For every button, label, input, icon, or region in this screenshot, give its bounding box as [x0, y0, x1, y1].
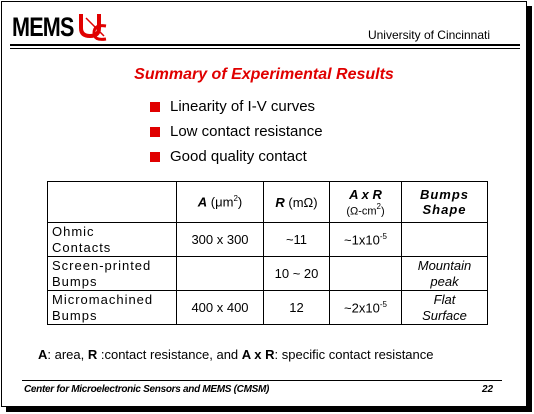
col-symbol: R [275, 194, 285, 210]
footnote-part: A [38, 347, 48, 362]
row-header: Ohmic [52, 223, 95, 239]
cell: R (mΩ) [263, 181, 330, 223]
col-unit: ) [237, 194, 243, 210]
header-rule [10, 48, 520, 49]
row-header: Bumps [52, 273, 98, 289]
col-symbol: A [197, 194, 208, 210]
cell [47, 181, 177, 223]
col-symbol: A x R [349, 186, 382, 202]
slide: MEMS University of Cincinnati Summary of… [1, 1, 527, 407]
cell: A x R (Ω-cm2) [329, 181, 402, 223]
col-unit: 2 [376, 201, 381, 211]
footnote-part: R [87, 347, 98, 362]
cell: ~2x10-5 [329, 290, 402, 325]
slide-title: Summary of Experimental Results [134, 66, 394, 83]
footer-text: Center for Microelectronic Sensors and M… [24, 384, 270, 395]
col-unit: (μm [210, 194, 234, 210]
col-header: Bumps [419, 187, 470, 202]
cell-text: ~2x10 [344, 300, 380, 316]
bullet-text: Low contact resistance [170, 123, 323, 140]
cell: ~1x10-5 [329, 222, 402, 257]
col-unit: 2 [233, 194, 238, 204]
row-header: Bumps [52, 307, 98, 323]
cell: Ohmic Contacts [47, 222, 177, 257]
footnote-part: A x R [241, 347, 275, 362]
cell [401, 222, 488, 257]
cell: 10 ~ 20 [263, 256, 330, 291]
footnote-part: : area, [47, 347, 88, 362]
cell: A (μm2) [176, 181, 264, 223]
cell: Micromachined Bumps [47, 290, 177, 325]
bullet: Good quality contact [150, 148, 307, 165]
footnote-part: :contact resistance, and [97, 347, 242, 362]
cell: Screen-printed Bumps [47, 256, 177, 291]
header-rule [10, 44, 520, 46]
cell-text: Flat [433, 291, 456, 307]
cell: Bumps Shape [401, 181, 488, 223]
cell-text: -5 [379, 231, 387, 241]
cell: 300 x 300 [176, 222, 264, 257]
cell: 12 [263, 290, 330, 325]
cell-text: ~1x10 [344, 232, 380, 248]
cell-text: peak [430, 273, 459, 289]
col-unit: (Ω-cm [346, 205, 377, 218]
bullet-text: Good quality contact [170, 148, 307, 165]
cell: Flat Surface [401, 290, 488, 325]
cell-text: -5 [379, 299, 387, 309]
row-header: Screen-printed [52, 257, 152, 273]
col-header: Shape [422, 202, 467, 217]
logo: MEMS [12, 12, 74, 42]
cell-text: Surface [422, 307, 467, 323]
institution: University of Cincinnati [367, 28, 490, 42]
row-header: Micromachined [52, 291, 154, 307]
cell-text: Mountain [417, 257, 472, 273]
results-table: A (μm2) R (mΩ) A x R (Ω-cm2) Bumps Shape O… [47, 181, 488, 325]
cell: 400 x 400 [176, 290, 264, 325]
footer-rule [22, 380, 502, 381]
uc-logo [79, 14, 107, 41]
cell: ~11 [263, 222, 330, 257]
bullet: Linearity of I-V curves [150, 98, 316, 115]
footnote-part: : specific contact resistance [274, 347, 434, 362]
cell [176, 256, 264, 291]
col-unit: ) [381, 205, 385, 218]
footnote: A: area, R :contact resistance, and A x … [38, 347, 434, 362]
col-unit: (mΩ) [288, 194, 318, 210]
row-header: Contacts [52, 239, 112, 255]
bullet-text: Linearity of I-V curves [170, 98, 316, 115]
page-number: 22 [482, 384, 494, 395]
cell [329, 256, 402, 291]
cell: Mountain peak [401, 256, 488, 291]
bullet: Low contact resistance [150, 123, 323, 140]
